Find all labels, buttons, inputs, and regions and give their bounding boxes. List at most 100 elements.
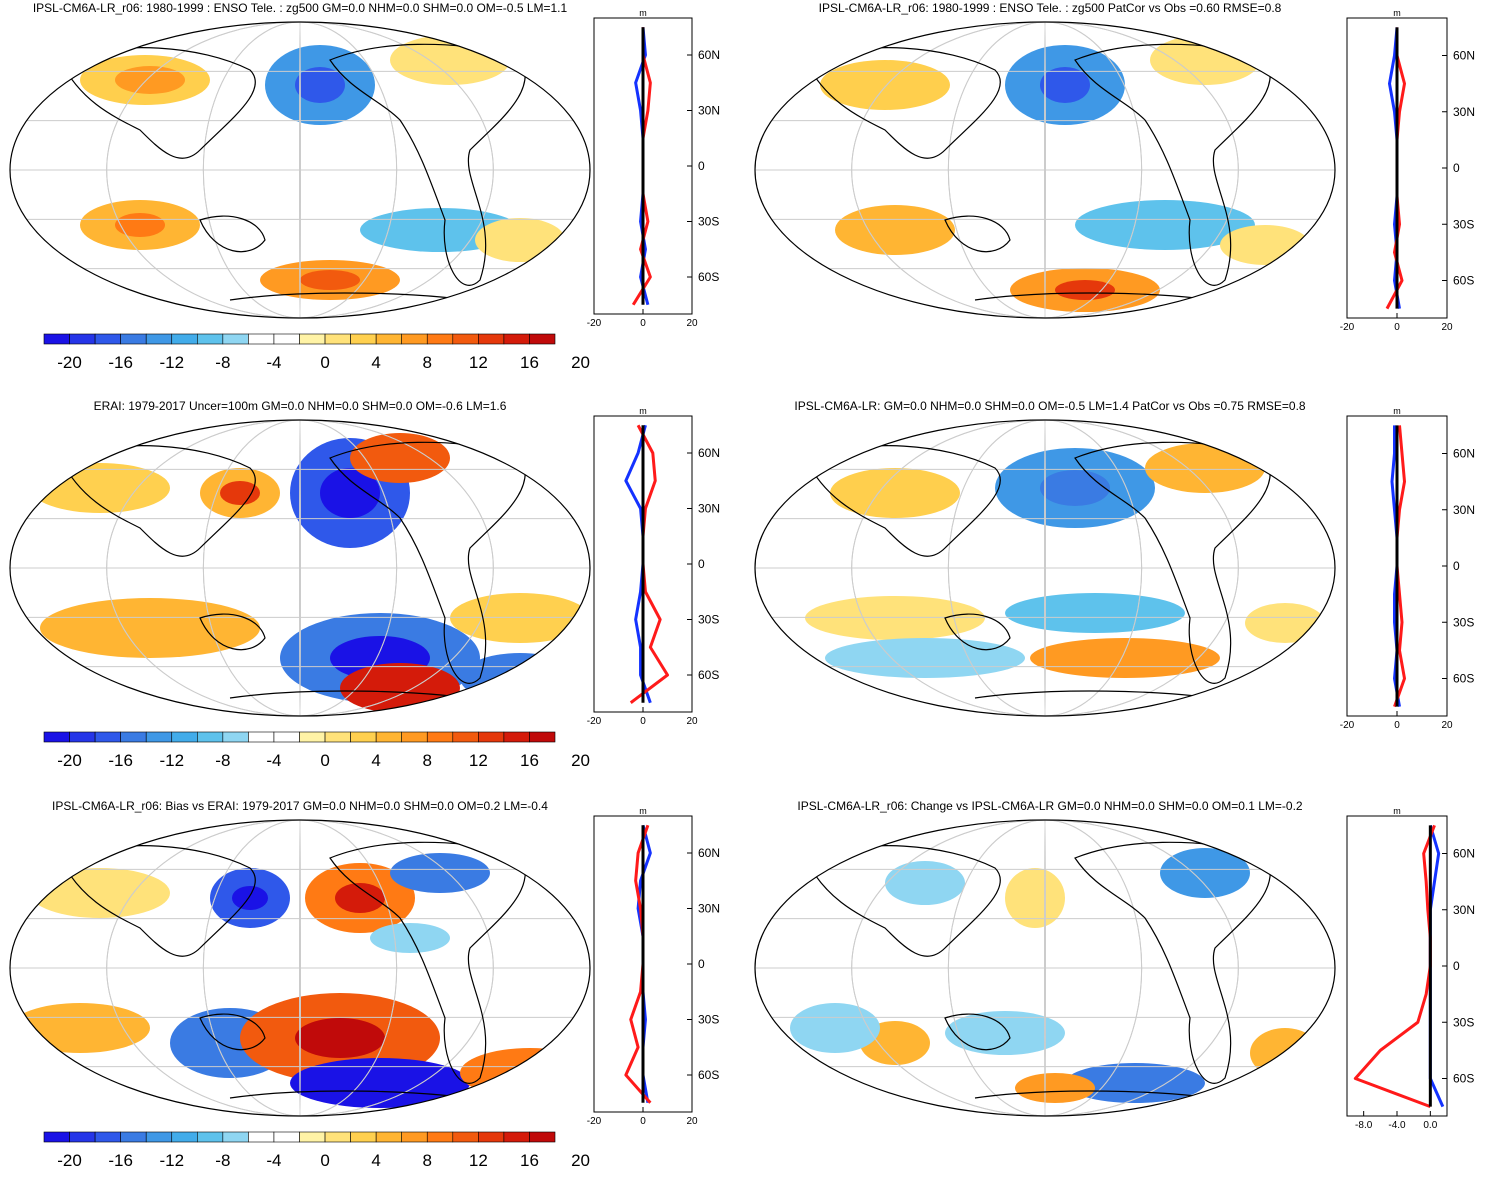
colorbar: -20 -16 -12 -8 -4 0 4 8 12 16 20 [43,731,590,770]
colorbar-label: 16 [520,1151,539,1170]
colorbar-cell [222,731,249,743]
map-group [9,21,591,319]
panel-erai-obs: ERAI: 1979-2017 Uncer=100m GM=0.0 NHM=0.… [0,398,744,788]
profile-unit: m [639,406,647,416]
colorbar-label: -20 [57,353,82,372]
field-blob [300,270,360,290]
colorbar-cell [171,1131,198,1143]
field-blob [232,886,268,910]
graticule-lon [299,820,301,1116]
colorbar-label: -16 [108,751,133,770]
colorbar-cell [145,731,173,743]
map-field [10,820,590,1116]
colorbar-cell [529,731,556,743]
profile-lat-label: 60N [698,846,720,860]
colorbar-cell [248,731,275,743]
field-blob [340,663,460,713]
map-outline [9,419,591,717]
field-blob [320,468,380,518]
panel-title: IPSL-CM6A-LR_r06: 1980-1999 : ENSO Tele.… [33,1,568,15]
profile-x-label: 20 [686,318,698,329]
panel-title: IPSL-CM6A-LR: GM=0.0 NHM=0.0 SHM=0.0 OM=… [794,399,1306,413]
field-blob [1040,67,1090,103]
profile-lat-label: 0 [698,557,705,571]
field-blob [115,66,185,94]
colorbar-cell [94,731,121,743]
colorbar-label: -20 [57,1151,82,1170]
field-blob [1015,1073,1095,1103]
colorbar-label: 4 [371,353,380,372]
map-outline [9,21,591,319]
profile-lat-label: 30N [698,104,720,118]
colorbar-cell [401,1131,428,1143]
colorbar-cell [197,731,224,743]
map-outline [9,819,591,1117]
colorbar-label: -8 [215,353,230,372]
field-blob [1250,1028,1320,1078]
colorbar-label: 20 [571,353,590,372]
colorbar-label: 8 [423,751,432,770]
graticule-lon [1044,820,1046,1116]
zonal-profile: m 60N 30N 0 30S 60S -20 0 20 [1340,8,1475,333]
colorbar-cell [171,333,198,345]
colorbar-cell [222,1131,249,1143]
colorbar-label: 20 [571,751,590,770]
field-blob [460,653,580,703]
map-field [10,420,590,716]
colorbar-label: -8 [215,751,230,770]
field-blob [1150,35,1260,85]
colorbar-label: 8 [423,353,432,372]
colorbar-cell [375,1131,402,1143]
panel-title: IPSL-CM6A-LR_r06: 1980-1999 : ENSO Tele.… [819,1,1282,15]
profile-lat-label: 60N [698,446,720,460]
colorbar-label: 0 [320,751,329,770]
profile-x-label: 20 [686,1116,698,1127]
profile-x-label: 20 [1441,720,1453,731]
colorbar-label: -20 [57,751,82,770]
profile-unit: m [1393,806,1401,816]
graticule-lon [947,420,1143,716]
zonal-profile: m 60N 30N 0 30S 60S -20 0 20 [1340,406,1475,731]
profile-lat-label: 60S [1453,672,1474,686]
colorbar-label: -16 [108,1151,133,1170]
colorbar-cell [69,333,96,345]
colorbar-cell [426,333,454,345]
map-group [754,21,1336,319]
graticule-lon [1044,420,1046,716]
field-blob [390,853,490,893]
colorbar-cell [478,333,505,345]
profile-lat-label: 30S [1453,217,1474,231]
colorbar-label: -16 [108,353,133,372]
profile-x-label: -20 [1340,720,1355,731]
colorbar-cell [273,333,300,345]
profile-unit: m [639,806,647,816]
graticule-lon [106,820,494,1116]
colorbar-cell [324,731,351,743]
colorbar-cell [529,1131,556,1143]
colorbar-label: 16 [520,751,539,770]
profile-x-label: 0 [640,716,646,727]
field-blob [830,468,960,518]
colorbar-label: -4 [266,353,281,372]
profile-lat-label: 0 [698,957,705,971]
graticule-lon [202,22,398,318]
profile-unit: m [639,8,647,18]
map-group [9,419,591,717]
colorbar-cell [69,1131,96,1143]
panel-svg: IPSL-CM6A-LR: GM=0.0 NHM=0.0 SHM=0.0 OM=… [754,399,1475,731]
profile-x-label: 0 [640,318,646,329]
field-blob [295,1018,385,1058]
profile-line-red [629,424,669,704]
profile-lat-label: 60N [1453,847,1475,861]
colorbar-cell [273,731,300,743]
colorbar-label: 8 [423,1151,432,1170]
colorbar-label: -4 [266,751,281,770]
map-field [755,420,1335,716]
profile-lat-label: 0 [698,159,705,173]
colorbar-cell [478,731,505,743]
colorbar: -20 -16 -12 -8 -4 0 4 8 12 16 20 [43,333,590,372]
profile-lat-label: 30S [698,613,719,627]
field-blob [1220,225,1310,265]
profile-line-red [1353,824,1436,1109]
panel-title: IPSL-CM6A-LR_r06: Bias vs ERAI: 1979-201… [52,799,548,813]
